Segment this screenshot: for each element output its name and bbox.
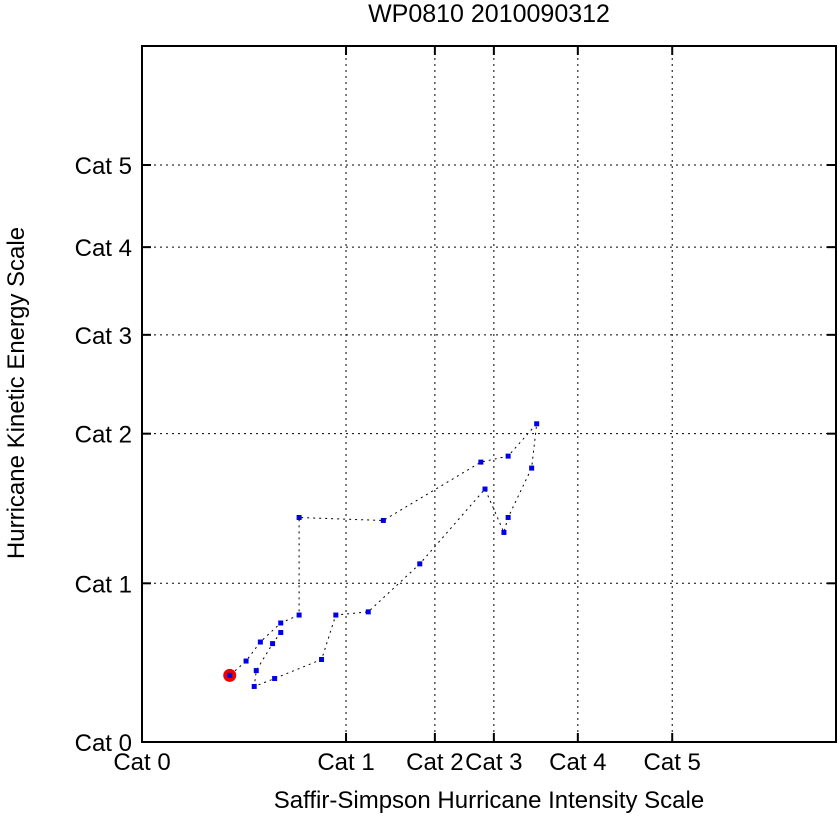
- y-tick-label-cat-3: Cat 3: [75, 323, 132, 350]
- y-tick-label-cat-2: Cat 2: [75, 422, 132, 449]
- track-point: [365, 609, 371, 615]
- grid-layer: [142, 46, 836, 742]
- track-point: [296, 514, 302, 520]
- tick-layer: [142, 46, 836, 742]
- track-point: [333, 612, 339, 618]
- track-point: [505, 453, 511, 459]
- x-tick-label-cat-5: Cat 5: [644, 749, 701, 776]
- track-point: [251, 683, 257, 689]
- track-point: [319, 656, 325, 662]
- x-tick-label-cat-3: Cat 3: [465, 749, 522, 776]
- track-point: [278, 620, 284, 626]
- track-point: [257, 639, 263, 645]
- y-axis-label: Hurricane Kinetic Energy Scale: [3, 227, 30, 559]
- plot-border: [141, 45, 837, 743]
- y-tick-label-cat-5: Cat 5: [75, 153, 132, 180]
- track-point: [534, 421, 540, 427]
- x-tick-label-cat-2: Cat 2: [406, 749, 463, 776]
- track-point: [278, 630, 284, 636]
- storm-track-line: [229, 422, 538, 688]
- track-point: [296, 612, 302, 618]
- chart-title: WP0810 2010090312: [368, 0, 610, 28]
- track-point: [417, 561, 423, 567]
- x-tick-label-cat-4: Cat 4: [549, 749, 606, 776]
- track-point: [227, 672, 233, 678]
- track-point: [243, 658, 249, 664]
- track-point: [478, 459, 484, 465]
- track-point: [529, 465, 535, 471]
- track-point: [505, 514, 511, 520]
- track-point: [482, 486, 488, 492]
- track-point: [501, 529, 507, 535]
- x-tick-label-cat-0: Cat 0: [113, 749, 170, 776]
- track-point: [253, 668, 259, 674]
- y-tick-label-cat-0: Cat 0: [75, 730, 132, 757]
- x-tick-label-cat-1: Cat 1: [317, 749, 374, 776]
- track-point: [270, 641, 276, 647]
- y-tick-label-cat-1: Cat 1: [75, 571, 132, 598]
- track-point: [272, 676, 278, 682]
- x-axis-label: Saffir-Simpson Hurricane Intensity Scale: [274, 787, 704, 814]
- y-tick-label-cat-4: Cat 4: [75, 235, 132, 262]
- track-point: [380, 517, 386, 523]
- track-layer: [223, 421, 540, 689]
